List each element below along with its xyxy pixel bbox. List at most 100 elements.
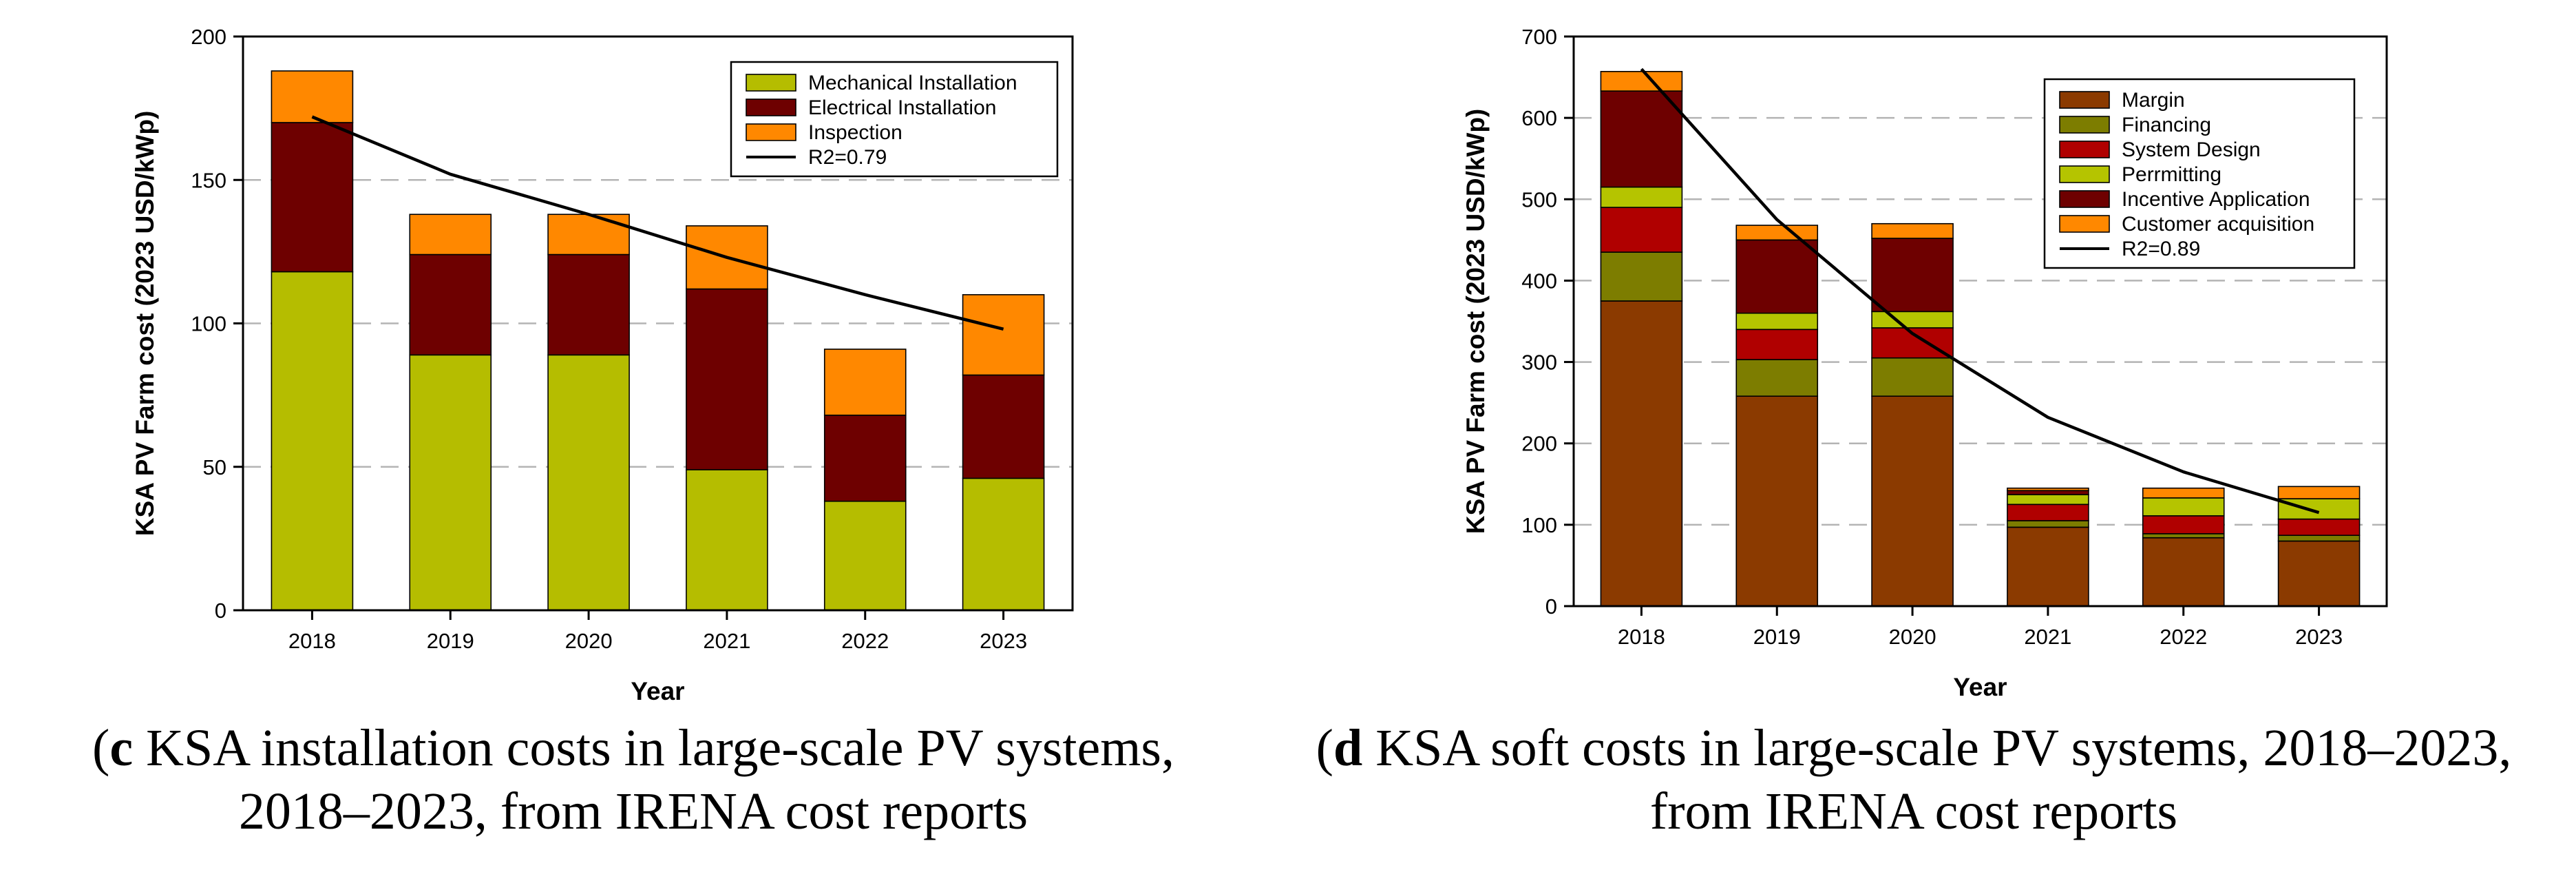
bar-segment [962, 294, 1045, 376]
legend-label: Electrical Installation [808, 96, 996, 119]
bar-segment [2277, 518, 2361, 537]
caption-c-text: KSA installation costs in large-scale PV… [133, 719, 1174, 777]
bar-segment [962, 477, 1045, 611]
legend-swatch [2059, 190, 2110, 208]
bar-segment [2007, 487, 2089, 492]
y-tick-label: 500 [1521, 187, 1557, 211]
legend-label: Margin [2122, 89, 2185, 112]
bar-segment [1735, 312, 1819, 331]
bar-segment [1735, 225, 1819, 241]
y-tick-label: 0 [1545, 594, 1557, 619]
caption-d-text-line2: from IRENA cost reports [1649, 782, 2178, 840]
legend-swatch [2059, 165, 2110, 183]
legend-label: R2=0.79 [808, 146, 887, 169]
bar-segment [547, 253, 630, 356]
legend-label: System Design [2122, 138, 2261, 161]
bar-segment [271, 122, 354, 273]
y-tick-label: 100 [191, 312, 226, 336]
legend-swatch [2059, 215, 2110, 233]
legend-label: Mechanical Installation [808, 72, 1017, 94]
bar-segment [823, 349, 907, 416]
y-tick-label: 50 [203, 455, 226, 479]
bar-segment [1871, 357, 1954, 397]
legend-swatch [746, 74, 796, 92]
x-tick-label: 2019 [1753, 625, 1801, 649]
y-tick-label: 300 [1521, 351, 1557, 375]
caption-c: (c KSA installation costs in large-scale… [41, 716, 1225, 843]
bar-segment [1600, 207, 1683, 253]
bar-segment [2142, 515, 2225, 534]
y-tick-label: 400 [1521, 269, 1557, 293]
bar-segment [2277, 498, 2361, 520]
soft-cost-chart: 0 100 200 300 400 500 600 700 2018 2019 2020 2021 20… [1461, 25, 2388, 701]
bar-segment [686, 288, 768, 470]
bar-segment [962, 374, 1045, 479]
caption-d: (d KSA soft costs in large-scale PV syst… [1280, 716, 2547, 843]
legend-swatch [2059, 91, 2110, 109]
caption-c-label: c [109, 719, 134, 777]
x-tick-label: 2020 [1889, 625, 1936, 649]
legend-label: Inspection [808, 121, 902, 144]
bar-segment [1735, 329, 1819, 360]
legend-label: Customer acquisition [2122, 213, 2314, 236]
bar-segment [2142, 497, 2225, 517]
x-tick-label: 2023 [2295, 625, 2343, 649]
bar-segment [1600, 71, 1683, 92]
legend-label: Incentive Application [2122, 188, 2310, 211]
bar-segment [1871, 395, 1954, 607]
x-tick-label: 2022 [841, 629, 889, 653]
y-tick-label: 200 [1521, 432, 1557, 456]
bar-segment [271, 271, 354, 611]
bar-segment [1600, 251, 1683, 302]
legend-label: Financing [2122, 114, 2211, 136]
bar-segment [1871, 238, 1954, 313]
bar-segment [2007, 526, 2089, 607]
bar-segment [2277, 540, 2361, 607]
bar-segment [686, 469, 768, 611]
bar-segment [1871, 311, 1954, 329]
trend-line [311, 115, 1004, 331]
trend-line [1640, 68, 2320, 515]
caption-d-label: d [1333, 719, 1363, 777]
bar-segment [2277, 486, 2361, 499]
x-tick-label: 2021 [2024, 625, 2071, 649]
x-tick-label: 2022 [2160, 625, 2207, 649]
bar-segment [547, 214, 630, 256]
bar-segment [409, 253, 492, 356]
bar-segment [271, 70, 354, 123]
x-axis-title: Year [631, 677, 684, 705]
bar-segment [823, 500, 907, 611]
bar-segment [2142, 533, 2225, 539]
y-axis-title: KSA PV Farm cost (2023 USD/kWp) [131, 111, 159, 537]
bar-segment [2277, 534, 2361, 542]
y-tick-label: 0 [215, 599, 226, 623]
y-tick-label: 600 [1521, 106, 1557, 130]
caption-c-text-line2: 2018–2023, from IRENA cost reports [238, 782, 1028, 840]
y-axis-title: KSA PV Farm cost (2023 USD/kWp) [1461, 109, 1490, 534]
bar-segment [1600, 186, 1683, 208]
bar-segment [2142, 487, 2225, 499]
bar-segment [1735, 395, 1819, 607]
legend-swatch [746, 98, 796, 116]
bar-segment [1735, 239, 1819, 314]
legend-swatch [2059, 141, 2110, 158]
bar-segment [1871, 222, 1954, 239]
bar-segment [2007, 494, 2089, 506]
x-tick-label: 2018 [1618, 625, 1665, 649]
legend-label: R2=0.89 [2122, 238, 2200, 260]
plot-area-border [1572, 35, 2388, 608]
bar-segment [2007, 520, 2089, 528]
y-tick-label: 100 [1521, 513, 1557, 537]
bar-segment [547, 354, 630, 611]
y-tick-label: 700 [1521, 25, 1557, 49]
x-tick-label: 2020 [565, 629, 613, 653]
x-tick-label: 2021 [703, 629, 750, 653]
bar-segment [2007, 504, 2089, 521]
bar-segment [823, 414, 907, 502]
bar-segment [1735, 359, 1819, 397]
bar-segment [409, 214, 492, 256]
y-tick-label: 200 [191, 25, 226, 49]
bar-segment [409, 354, 492, 611]
x-axis-title: Year [1953, 673, 2007, 701]
